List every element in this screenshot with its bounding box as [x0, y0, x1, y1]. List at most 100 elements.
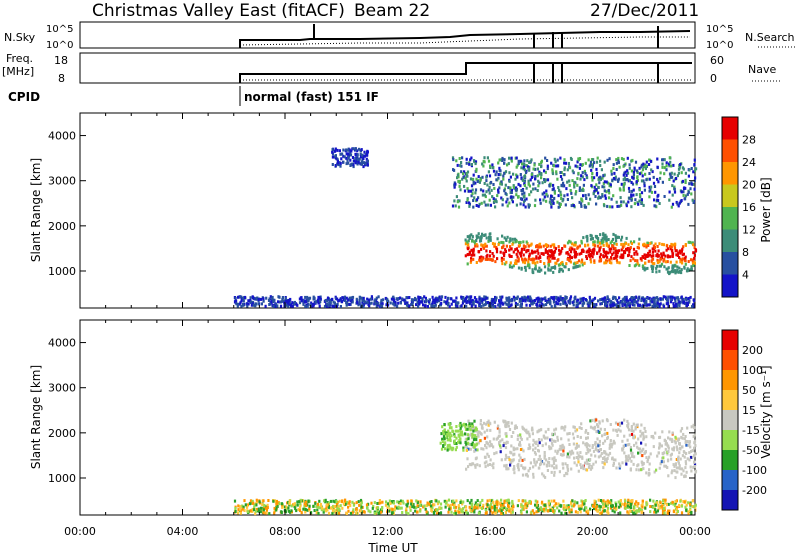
velocity-cell: [685, 508, 688, 512]
power-cell: [342, 148, 345, 152]
power-cell: [355, 158, 358, 162]
freq-trace: [239, 62, 692, 83]
velocity-cell: [592, 449, 596, 453]
power-cell: [475, 204, 478, 207]
velocity-cell: [462, 500, 465, 504]
velocity-cell: [473, 510, 476, 514]
power-cell: [566, 168, 569, 172]
velocity-cell: [630, 429, 634, 432]
power-cell: [377, 295, 380, 299]
power-colorbar-swatch: [722, 207, 738, 230]
power-cell: [549, 300, 552, 304]
power-cell: [538, 269, 541, 273]
power-cell: [678, 164, 682, 168]
velocity-cell: [628, 442, 631, 446]
power-cell: [668, 245, 672, 249]
power-cell: [526, 264, 530, 268]
power-cell: [631, 182, 635, 186]
power-cell: [578, 186, 581, 190]
power-cell: [455, 159, 458, 163]
velocity-cell: [447, 498, 451, 502]
velocity-cell: [612, 441, 615, 445]
power-cell: [603, 296, 607, 300]
velocity-cell: [464, 505, 468, 509]
power-cell: [508, 179, 511, 183]
power-cell: [366, 153, 369, 157]
velocity-cell: [504, 511, 507, 514]
power-cell: [544, 178, 547, 182]
power-cell: [574, 250, 577, 254]
station-title: Christmas Valley East (fitACF): [92, 1, 345, 21]
velocity-cell: [570, 502, 573, 506]
power-cell: [636, 246, 639, 249]
velocity-cell: [673, 469, 676, 473]
velocity-cell: [490, 499, 493, 503]
velocity-cell: [321, 506, 324, 510]
velocity-cell: [529, 461, 532, 465]
power-cell: [672, 179, 675, 183]
velocity-cell: [642, 437, 645, 441]
velocity-cell: [440, 432, 443, 436]
power-cell: [611, 244, 614, 248]
power-cell: [595, 183, 598, 187]
power-cell: [522, 299, 525, 303]
velocity-cell: [654, 431, 657, 435]
power-cell: [615, 252, 618, 256]
power-cell: [547, 267, 550, 271]
power-cell: [644, 297, 647, 301]
power-cell: [634, 198, 637, 202]
velocity-cell: [459, 429, 462, 433]
power-cell: [509, 298, 512, 302]
power-cell: [600, 302, 603, 305]
velocity-cell: [495, 502, 498, 506]
power-cell: [576, 165, 579, 169]
velocity-cell: [521, 458, 524, 462]
power-cell: [662, 259, 665, 263]
velocity-cell: [481, 426, 484, 430]
velocity-cell: [622, 444, 625, 448]
velocity-cell: [453, 433, 456, 437]
power-cell: [511, 237, 514, 241]
power-cell: [673, 246, 677, 250]
power-cell: [643, 244, 646, 248]
velocity-cell: [611, 442, 614, 446]
velocity-cell: [330, 506, 334, 510]
power-cell: [456, 304, 459, 308]
velocity-cell: [487, 454, 490, 458]
power-cell: [627, 243, 630, 247]
velocity-cell: [628, 456, 631, 460]
power-cell: [676, 268, 679, 272]
power-colorbar-tick: 12: [742, 224, 756, 237]
velocity-cell: [502, 504, 505, 508]
velocity-cell: [528, 434, 531, 438]
velocity-cell: [449, 439, 452, 443]
velocity-cell: [373, 511, 376, 515]
velocity-cell: [554, 427, 558, 431]
power-cell: [682, 245, 685, 249]
velocity-cell: [640, 460, 643, 464]
power-cell: [487, 188, 490, 192]
power-cell: [604, 253, 608, 257]
power-cell: [503, 161, 506, 165]
velocity-cell: [579, 455, 582, 459]
power-cell: [496, 194, 499, 198]
power-cell: [478, 202, 481, 206]
power-cell: [636, 201, 639, 205]
power-cell: [626, 178, 629, 181]
power-cell: [588, 255, 591, 259]
velocity-cell: [554, 503, 557, 507]
power-cell: [681, 298, 684, 302]
velocity-cell: [547, 509, 550, 513]
power-cell: [668, 178, 671, 181]
power-cell: [572, 303, 575, 307]
power-cell: [534, 167, 537, 171]
power-cell: [521, 257, 524, 261]
power-cell: [584, 193, 587, 197]
power-cell: [655, 266, 658, 270]
power-cell: [614, 249, 617, 253]
velocity-cell: [303, 504, 306, 508]
power-cell: [556, 200, 559, 204]
power-cell: [612, 194, 615, 198]
power-cell: [670, 300, 673, 304]
velocity-cell: [667, 474, 670, 478]
